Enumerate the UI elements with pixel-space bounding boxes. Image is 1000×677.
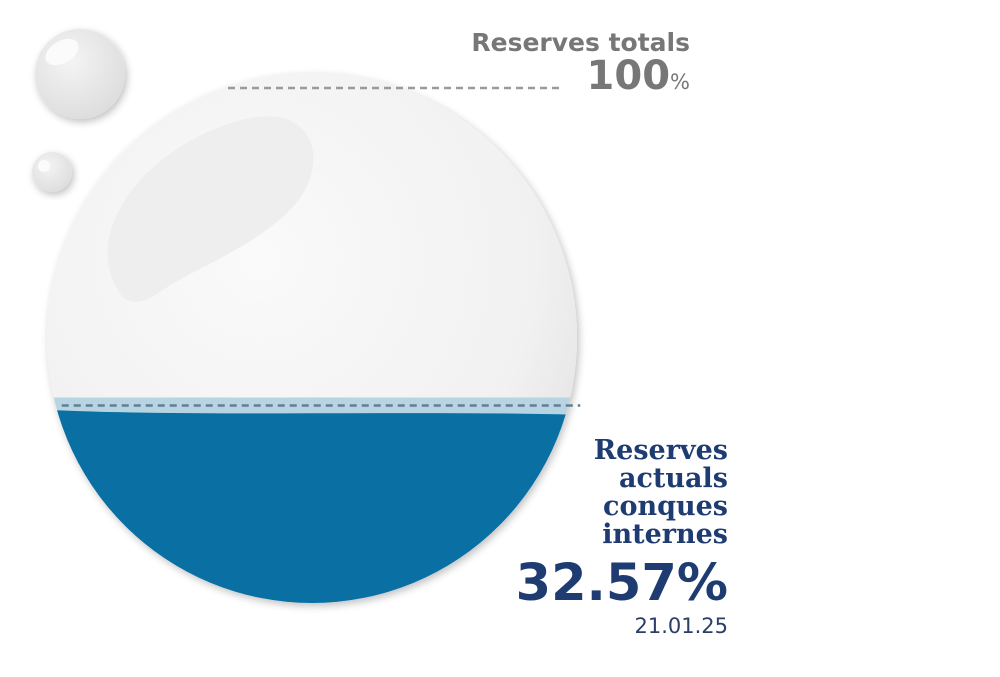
total-reserves-unit: % [670,70,690,94]
current-reserves-title-line-3: conques [603,491,728,522]
bubble-small [32,152,72,192]
bubble-small-highlight [38,160,50,172]
total-reserves-title: Reserves totals [471,28,690,57]
bubble-highlight [45,38,79,66]
current-reserves-value: 32.57% [515,554,728,613]
total-reserves-number: 100 [586,53,671,99]
current-reserves-title-line-4: internes [602,519,728,550]
total-reserves-value: 100% [471,56,690,102]
drop-highlight [107,116,314,302]
current-reserves-label: Reserves actuals conques internes 32.57%… [516,437,728,639]
bubble-large [35,29,125,119]
current-reserves-title-line-1: Reserves [593,435,728,466]
current-reserves-title-line-2: actuals [619,463,728,494]
total-reserves-label: Reserves totals 100% [471,28,690,102]
current-reserves-date: 21.01.25 [634,614,728,638]
